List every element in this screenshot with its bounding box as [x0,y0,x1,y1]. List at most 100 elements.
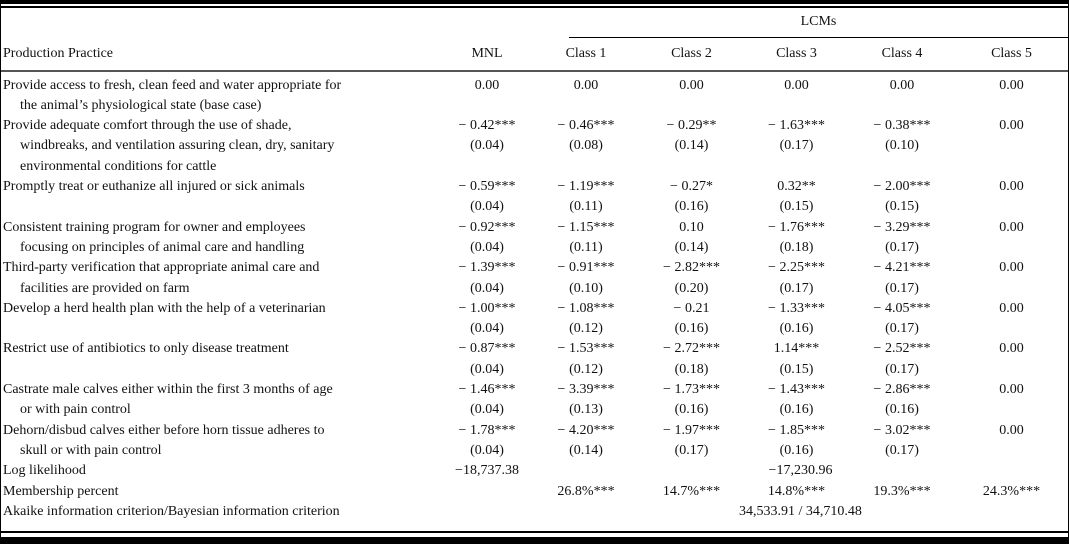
log-likelihood-mnl-value: −18,737.38 [455,463,519,479]
coefficient-value: − 0.92*** [458,219,516,235]
practice-label: Third-party verification that appropriat… [1,258,441,299]
class-2-value-cell: − 1.73*** (0.16) [639,380,744,421]
table-row: Provide access to fresh, clean feed and … [1,71,1068,117]
class-2-value-cell: − 1.97*** (0.17) [639,421,744,462]
standard-error-value: (0.04) [470,402,504,418]
practice-label: Promptly treat or euthanize all injured … [1,177,441,218]
practice-label: Restrict use of antibiotics to only dise… [1,339,441,380]
lcms-group-header-cell: LCMs [533,9,1068,39]
standard-error-value: (0.16) [885,402,919,418]
standard-error-value: (0.04) [470,199,504,215]
class-2-value-cell: − 0.21 (0.16) [639,299,744,340]
membership-mnl-empty [441,482,533,502]
coefficient-value: − 2.86*** [873,382,931,398]
coefficient-value: − 0.87*** [458,341,516,357]
membership-class-1-value: 26.8%*** [557,483,615,499]
coefficient-value: − 0.38*** [873,118,931,134]
table-row: Provide adequate comfort through the use… [1,116,1068,177]
coefficient-value: − 0.29** [666,118,717,134]
table-row: Restrict use of antibiotics to only dise… [1,339,1068,380]
class-4-value-cell: − 2.86*** (0.16) [849,380,955,421]
log-likelihood-lcm-value: −17,230.96 [768,463,833,479]
standard-error-value: (0.04) [470,321,504,337]
aic-bic-label: Akaike information criterion/Bayesian in… [3,503,340,519]
group-header-spacer [1,9,533,38]
standard-error-value: (0.17) [674,442,709,458]
standard-error-value: (0.15) [779,199,814,215]
coefficient-value: 0.00 [999,219,1024,235]
column-header-mnl: MNL [441,38,533,72]
standard-error-value: (0.15) [885,199,919,215]
standard-error-value: (0.12) [569,361,603,377]
standard-error-value: (0.04) [470,239,504,255]
standard-error-value: (0.16) [674,321,709,337]
table-row: Dehorn/disbud calves either before horn … [1,421,1068,462]
class-5-value-cell: 0.00 [955,218,1068,259]
class-3-value-cell: − 1.43*** (0.16) [744,380,849,421]
class-4-value-cell: − 3.02*** (0.17) [849,421,955,462]
practice-line: skull or with pain control [20,442,162,458]
class-1-value-cell: 0.00 [533,71,639,117]
practice-line: environmental conditions for cattle [20,158,217,174]
class-1-value-cell: − 1.19*** (0.11) [533,177,639,218]
coefficient-value: 1.14*** [773,341,820,357]
practice-line: Promptly treat or euthanize all injured … [3,179,305,195]
standard-error-value: (0.04) [470,442,504,458]
practice-line: Dehorn/disbud calves either before horn … [3,422,325,438]
coefficient-value: − 1.97*** [663,422,720,438]
standard-error-value: (0.14) [569,442,603,458]
standard-error-value: (0.20) [674,280,709,296]
table-row: Castrate male calves either within the f… [1,380,1068,421]
membership-percent-label: Membership percent [3,483,119,499]
class-2-value-cell: 0.00 [639,71,744,117]
standard-error-value: (0.16) [779,402,814,418]
standard-error-value: (0.08) [569,138,603,154]
standard-error-value: (0.16) [779,442,814,458]
class-5-value-cell: 0.00 [955,71,1068,117]
class-1-value-cell: − 0.46*** (0.08) [533,116,639,177]
coefficient-value: − 1.08*** [557,300,615,316]
coefficient-value: − 2.72*** [663,341,720,357]
standard-error-value: (0.18) [779,239,814,255]
aic-bic-value: 34,533.91 / 34,710.48 [739,503,862,519]
practice-line: Third-party verification that appropriat… [3,260,320,276]
membership-class-5-value: 24.3%*** [982,483,1041,499]
coefficient-value: 0.00 [999,422,1024,438]
mnl-value-cell: − 0.59*** (0.04) [441,177,533,218]
coefficient-value: − 1.00*** [458,300,516,316]
class-4-value-cell: − 2.52*** (0.17) [849,339,955,380]
class-4-value-cell: − 3.29*** (0.17) [849,218,955,259]
mnl-value-cell: − 0.42*** (0.04) [441,116,533,177]
coefficient-value: − 0.91*** [557,260,615,276]
membership-class-2-value: 14.7%*** [662,483,721,499]
membership-percent-row: Membership percent 26.8%*** 14.7%*** 14.… [1,482,1068,502]
coefficient-value: − 1.15*** [557,219,615,235]
class-5-value-cell: 0.00 [955,421,1068,462]
practice-line: windbreaks, and ventilation assuring cle… [20,138,335,154]
lcms-group-header: LCMs [569,9,1068,39]
class-4-value-cell: − 2.00*** (0.15) [849,177,955,218]
coefficient-value: 0.00 [999,118,1024,134]
coefficient-value: 0.00 [573,77,599,93]
class-2-value-cell: 0.10 (0.14) [639,218,744,259]
standard-error-value: (0.17) [885,361,919,377]
mnl-value-cell: − 0.87*** (0.04) [441,339,533,380]
standard-error-value: (0.12) [569,321,603,337]
coefficient-value: − 4.05*** [873,300,931,316]
class-5-value-cell: 0.00 [955,258,1068,299]
mnl-value-cell: − 1.78*** (0.04) [441,421,533,462]
practice-line: Provide access to fresh, clean feed and … [3,77,342,93]
standard-error-value: (0.11) [569,239,603,255]
standard-error-value: (0.17) [779,280,814,296]
class-4-value-cell: − 4.05*** (0.17) [849,299,955,340]
class-1-value-cell: − 1.15*** (0.11) [533,218,639,259]
mnl-value-cell: − 0.92*** (0.04) [441,218,533,259]
practice-line: the animal’s physiological state (base c… [20,97,262,113]
column-header-class-4: Class 4 [849,38,955,72]
standard-error-value: (0.15) [779,361,814,377]
coefficient-value: − 1.39*** [458,260,516,276]
standard-error-value: (0.17) [885,280,919,296]
coefficient-value: − 1.33*** [768,300,825,316]
class-3-value-cell: 0.32** (0.15) [744,177,849,218]
class-3-value-cell: − 1.63*** (0.17) [744,116,849,177]
